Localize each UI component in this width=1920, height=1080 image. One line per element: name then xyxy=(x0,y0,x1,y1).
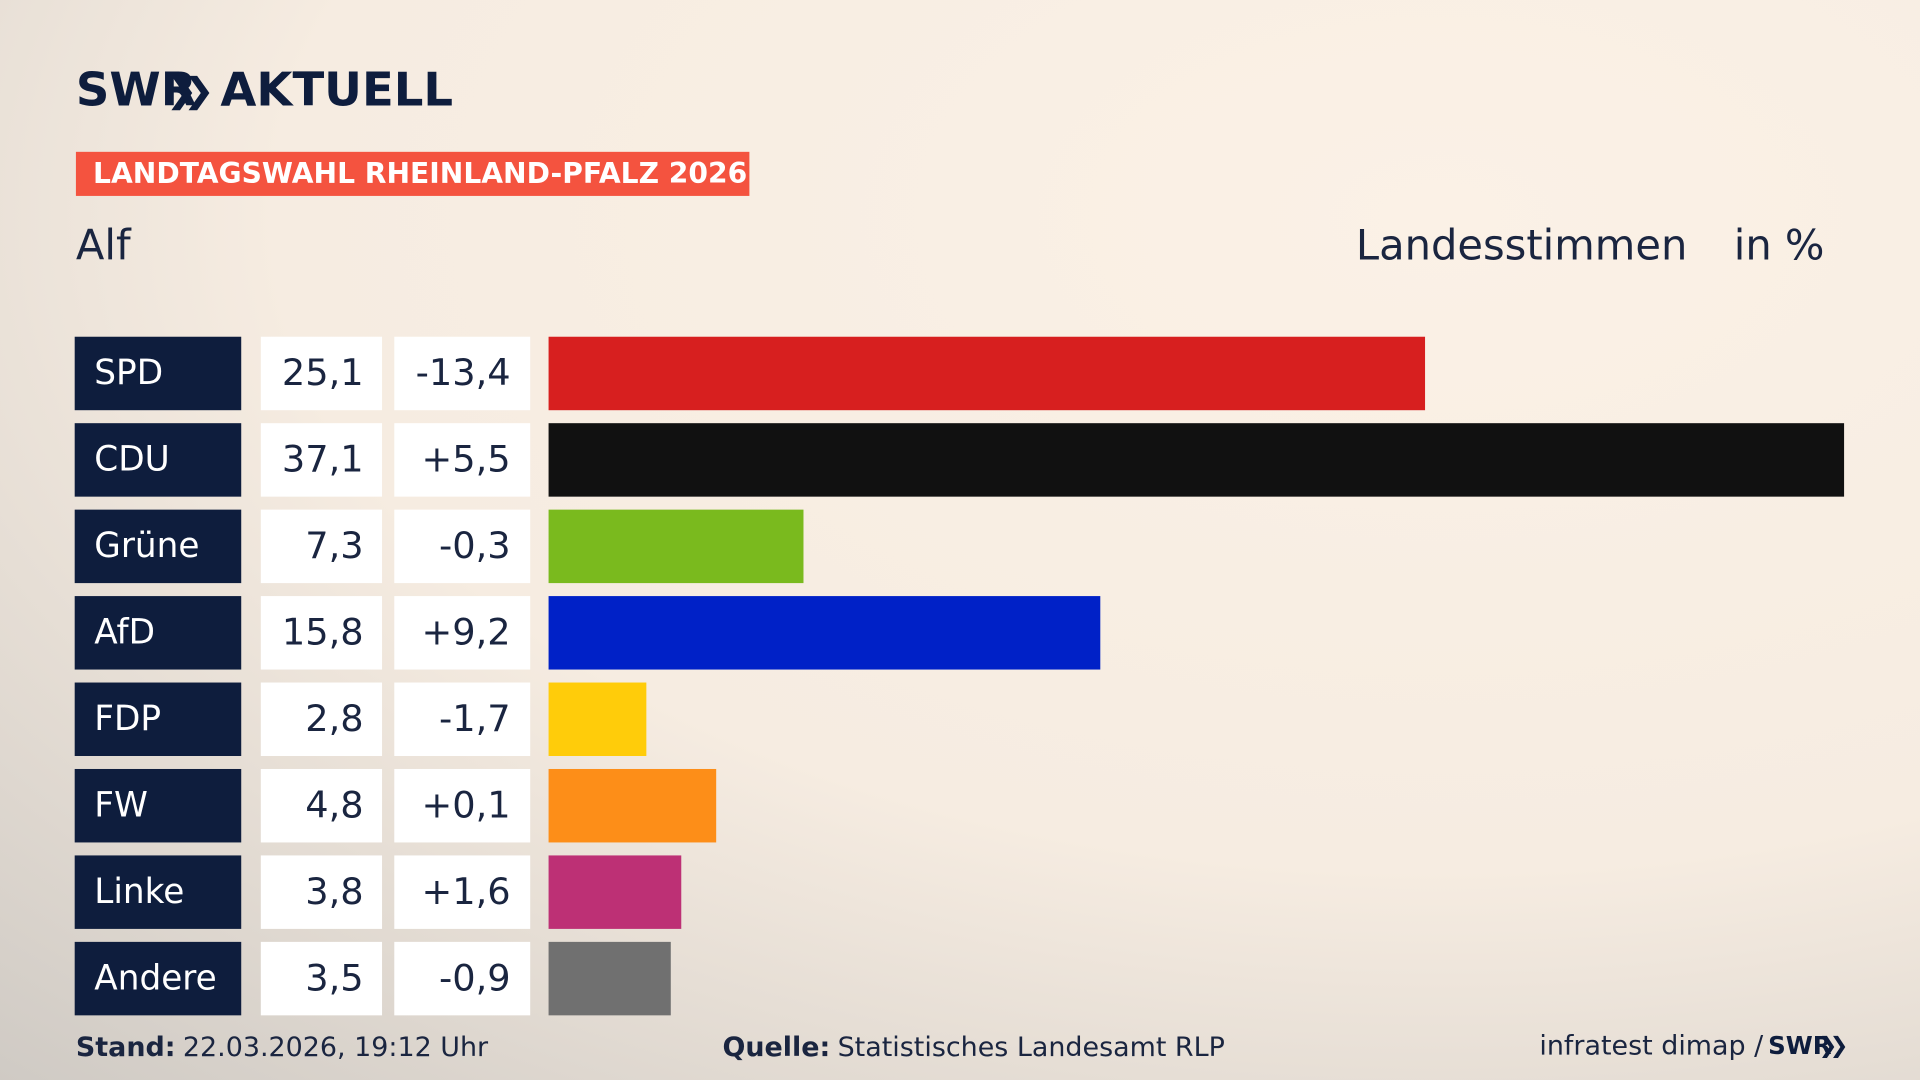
change-box xyxy=(394,855,531,929)
party-box xyxy=(74,855,242,929)
party-label: CDU xyxy=(94,440,169,480)
source-label: Quelle: xyxy=(722,1032,830,1063)
bar xyxy=(548,855,682,929)
bar xyxy=(548,336,1426,411)
change-label: -0,3 xyxy=(439,524,511,567)
value-box xyxy=(260,509,383,584)
bar xyxy=(548,423,1845,497)
bar xyxy=(548,509,804,584)
unit: in % xyxy=(1734,221,1825,270)
change-label: -1,7 xyxy=(439,697,511,740)
change-label: +1,6 xyxy=(421,870,510,913)
change-box xyxy=(394,509,531,584)
change-label: +9,2 xyxy=(421,611,510,654)
party-box xyxy=(74,336,242,411)
party-box xyxy=(74,596,242,670)
change-label: +5,5 xyxy=(421,438,510,481)
change-label: -13,4 xyxy=(416,351,511,394)
logo-chevrons xyxy=(171,75,210,111)
source-name: Statistisches Landesamt RLP xyxy=(838,1032,1225,1063)
bar xyxy=(548,768,717,843)
value-box xyxy=(260,423,383,497)
value-label: 3,5 xyxy=(305,956,363,999)
stand-label: Stand: xyxy=(76,1032,176,1063)
value-label: 37,1 xyxy=(282,438,364,481)
tag: LANDTAGSWAHL RHEINLAND-PFALZ 2026 xyxy=(93,157,747,190)
change-box xyxy=(394,941,531,1016)
value-box xyxy=(260,768,383,843)
stand: Stand: 22.03.2026, 19:12 Uhr xyxy=(76,1032,489,1063)
party-box xyxy=(74,941,242,1016)
value-box xyxy=(260,596,383,670)
change-label: +0,1 xyxy=(421,783,510,826)
bar xyxy=(548,682,647,756)
bar xyxy=(548,941,671,1016)
change-box xyxy=(394,596,531,670)
credit: infratest dimap / xyxy=(1539,1030,1764,1061)
value-label: 15,8 xyxy=(282,611,364,654)
source: Quelle: Statistisches Landesamt RLP xyxy=(722,1032,1224,1063)
party-box xyxy=(74,768,242,843)
value-box xyxy=(260,941,383,1016)
bar xyxy=(548,596,1101,670)
party-box xyxy=(74,682,242,756)
party-label: SPD xyxy=(94,353,163,393)
value-label: 3,8 xyxy=(305,870,363,913)
party-label: FDP xyxy=(94,699,161,739)
change-box xyxy=(394,682,531,756)
change-label: -0,9 xyxy=(439,956,511,999)
party-label: Grüne xyxy=(94,526,199,566)
value-label: 2,8 xyxy=(305,697,363,740)
value-label: 25,1 xyxy=(282,351,364,394)
logo-suffix: AKTUELL xyxy=(220,63,453,117)
change-box xyxy=(394,336,531,411)
change-box xyxy=(394,768,531,843)
value-box xyxy=(260,682,383,756)
value-label: 7,3 xyxy=(305,524,363,567)
value-label: 4,8 xyxy=(305,783,363,826)
party-box xyxy=(74,423,242,497)
value-box xyxy=(260,336,383,411)
value-box xyxy=(260,855,383,929)
tag-box xyxy=(75,151,750,196)
party-label: Linke xyxy=(94,872,184,912)
stand-date: 22.03.2026, 19:12 Uhr xyxy=(183,1032,489,1063)
party-label: Andere xyxy=(94,958,216,998)
change-box xyxy=(394,423,531,497)
credit-logo: SWR xyxy=(1768,1031,1832,1060)
party-label: FW xyxy=(94,785,148,825)
chart-title: Alf xyxy=(76,221,132,270)
party-label: AfD xyxy=(94,613,155,653)
credit-chevrons xyxy=(1822,1035,1846,1058)
party-box xyxy=(74,509,242,584)
subtitle: Landesstimmen xyxy=(1356,221,1687,270)
